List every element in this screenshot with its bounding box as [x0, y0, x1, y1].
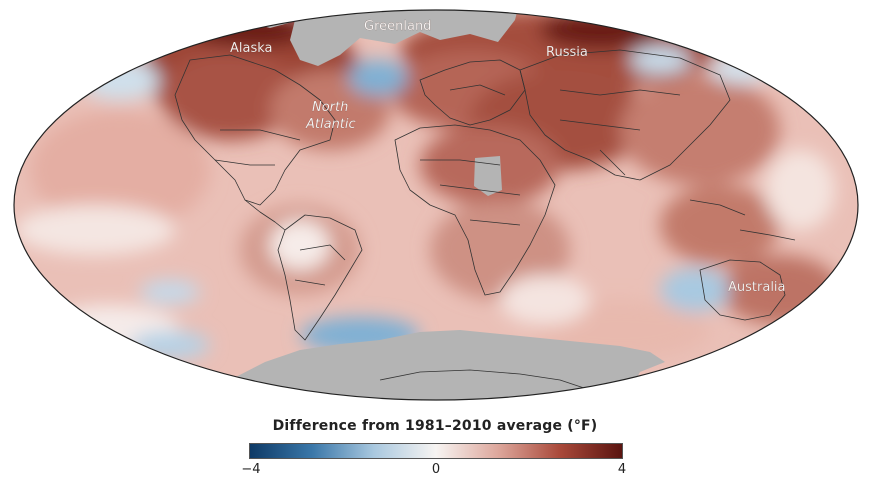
anomaly-field: [15, 10, 840, 360]
globe-outline: [13, 9, 859, 401]
world-anomaly-map: Alaska Greenland Russia North Atlantic A…: [13, 9, 859, 401]
label-greenland: Greenland: [364, 19, 431, 34]
label-alaska: Alaska: [230, 41, 273, 56]
legend-max-label: 4: [617, 462, 627, 477]
label-north-atlantic-line2: Atlantic: [305, 117, 356, 132]
legend-title: Difference from 1981–2010 average (°F): [272, 418, 598, 434]
legend-colorbar: [249, 443, 623, 459]
label-russia: Russia: [546, 45, 588, 60]
legend-mid-label: 0: [431, 462, 441, 477]
label-australia: Australia: [728, 280, 786, 295]
country-borders: [174, 49, 796, 391]
globe-body: [14, 10, 858, 400]
legend-min-label: −4: [241, 462, 261, 477]
label-north-atlantic-line1: North: [312, 100, 348, 115]
